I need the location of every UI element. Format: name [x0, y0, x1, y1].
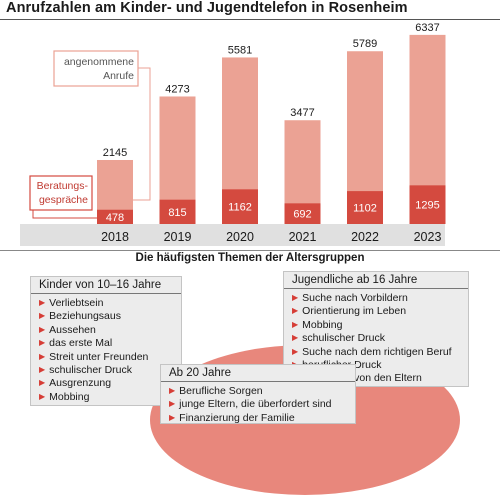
legend-label-consult: gespräche: [39, 194, 88, 206]
topic-item: ▶ schulischer Druck: [292, 332, 468, 345]
legend-connector-consult: [32, 210, 97, 219]
topic-item: ▶ Suche nach dem richtigen Beruf: [292, 346, 468, 359]
x-tick-label: 2020: [226, 230, 254, 244]
triangle-right-icon: ▶: [39, 298, 46, 307]
value-label-consult: 692: [293, 209, 311, 221]
topic-item: ▶ Streit unter Freunden: [39, 351, 181, 364]
value-label-total: 4273: [165, 83, 189, 95]
topic-item: ▶ schulischer Druck: [39, 364, 181, 377]
topic-label: schulischer Druck: [49, 364, 133, 377]
topic-label: Suche nach Vorbildern: [302, 292, 408, 304]
value-label-consult: 1102: [353, 203, 377, 215]
topic-item: ▶ Ausgrenzung: [39, 377, 181, 390]
title-rule: [0, 19, 500, 20]
topic-item: ▶ Finanzierung der Familie: [169, 412, 355, 425]
triangle-right-icon: ▶: [292, 293, 299, 302]
topic-label: Finanzierung der Familie: [179, 411, 295, 424]
value-label-total: 5581: [228, 44, 252, 56]
triangle-right-icon: ▶: [39, 338, 46, 348]
triangle-right-icon: ▶: [169, 412, 176, 422]
triangle-right-icon: ▶: [292, 333, 299, 343]
kids-topics-list: ▶ Verliebtsein ▶ Beziehungsaus ▶ Aussehen ▶ das…: [31, 297, 181, 404]
triangle-right-icon: ▶: [39, 351, 46, 361]
triangle-right-icon: ▶: [292, 346, 299, 356]
value-label-consult: 1162: [228, 202, 252, 214]
triangle-right-icon: ▶: [39, 324, 46, 334]
teens-title-rule: [284, 288, 468, 289]
triangle-right-icon: ▶: [39, 365, 46, 375]
topic-item: ▶ Mobbing: [292, 319, 468, 332]
value-label-total: 2145: [103, 147, 127, 159]
topic-label: Streit unter Freunden: [49, 350, 149, 363]
adults-title-rule: [161, 381, 355, 382]
value-label-consult: 815: [168, 207, 186, 219]
triangle-right-icon: ▶: [292, 319, 299, 329]
topic-label: Mobbing: [49, 390, 90, 403]
kids-topics-title: Kinder von 10–16 Jahre: [39, 279, 162, 291]
bar-consult: [159, 199, 196, 224]
topic-label: das erste Mal: [49, 337, 113, 350]
bar-consult: [409, 185, 446, 224]
bar-chart: 2145 478 2018 4273 815 2019 5581 1162 2020 3477 69…: [20, 22, 446, 246]
topic-label: schulischer Druck: [302, 332, 386, 345]
bar-consult: [284, 203, 321, 224]
topic-item: ▶ junge Eltern, die überfordert sind: [169, 398, 355, 411]
teens-topics-title: Jugendliche ab 16 Jahre: [292, 274, 418, 286]
topic-item: ▶ Verliebtsein: [39, 297, 181, 310]
topic-label: Suche nach dem richtigen Beruf: [302, 345, 452, 358]
topic-item: ▶ Aussehen: [39, 324, 181, 337]
themes-rule: [0, 250, 500, 251]
x-tick-label: 2023: [414, 230, 442, 244]
triangle-right-icon: ▶: [39, 391, 46, 401]
value-label-total: 5789: [353, 38, 377, 50]
kids-topics-box: Kinder von 10–16 Jahre ▶ Verliebtsein ▶ Bez…: [30, 276, 182, 406]
topic-label: Mobbing: [302, 318, 343, 331]
triangle-right-icon: ▶: [39, 378, 46, 388]
x-tick-label: 2019: [164, 230, 192, 244]
x-tick-label: 2022: [351, 230, 379, 244]
themes-title: Die häufigsten Themen der Altersgruppen: [135, 252, 365, 264]
x-tick-label: 2021: [289, 230, 317, 244]
topic-label: Aussehen: [49, 323, 96, 336]
topic-item: ▶ das erste Mal: [39, 337, 181, 350]
value-label-total: 6337: [415, 22, 439, 34]
triangle-right-icon: ▶: [169, 386, 176, 395]
bar-consult: [97, 209, 133, 224]
x-tick-label: 2018: [101, 230, 129, 244]
triangle-right-icon: ▶: [39, 311, 46, 321]
topic-item: ▶ Berufliche Sorgen: [169, 385, 355, 398]
topic-item: ▶ Suche nach Vorbildern: [292, 292, 468, 305]
topic-label: Orientierung im Leben: [302, 305, 407, 318]
topic-label: Berufliche Sorgen: [179, 385, 263, 397]
legend-label-consult: Beratungs-: [37, 180, 89, 192]
topic-item: ▶ Mobbing: [39, 391, 181, 404]
kids-title-rule: [31, 293, 181, 294]
value-label-consult: 1295: [415, 200, 439, 212]
legend-box-consult: [29, 175, 93, 211]
legend-label-total: angenommene: [64, 56, 134, 68]
legend-label-total: Anrufe: [103, 70, 134, 82]
value-label-total: 3477: [290, 107, 314, 119]
adults-topics-box: Ab 20 Jahre ▶ Berufliche Sorgen ▶ junge Elt…: [160, 364, 356, 424]
adults-topics-title: Ab 20 Jahre: [169, 367, 232, 379]
topic-label: junge Eltern, die überfordert sind: [179, 398, 332, 411]
topic-item: ▶ Beziehungsaus: [39, 310, 181, 323]
topic-label: Ausgrenzung: [49, 377, 112, 390]
triangle-right-icon: ▶: [292, 306, 299, 316]
topic-label: Beziehungsaus: [49, 310, 121, 323]
value-label-consult: 478: [106, 212, 124, 224]
adults-topics-list: ▶ Berufliche Sorgen ▶ junge Eltern, die übe…: [161, 385, 355, 425]
triangle-right-icon: ▶: [169, 399, 176, 409]
legend-connector-total: [133, 67, 151, 201]
x-axis-band: [20, 224, 445, 246]
page-title: Anrufzahlen am Kinder- und Jugendtelefon…: [6, 0, 408, 16]
topic-label: Verliebtsein: [49, 297, 104, 309]
topic-item: ▶ Orientierung im Leben: [292, 305, 468, 318]
bar-consult: [222, 189, 258, 224]
bar-consult: [347, 191, 383, 224]
teens-topics-box: Jugendliche ab 16 Jahre ▶ Suche nach Vorb…: [283, 271, 469, 387]
legend-box-total: [53, 50, 139, 87]
